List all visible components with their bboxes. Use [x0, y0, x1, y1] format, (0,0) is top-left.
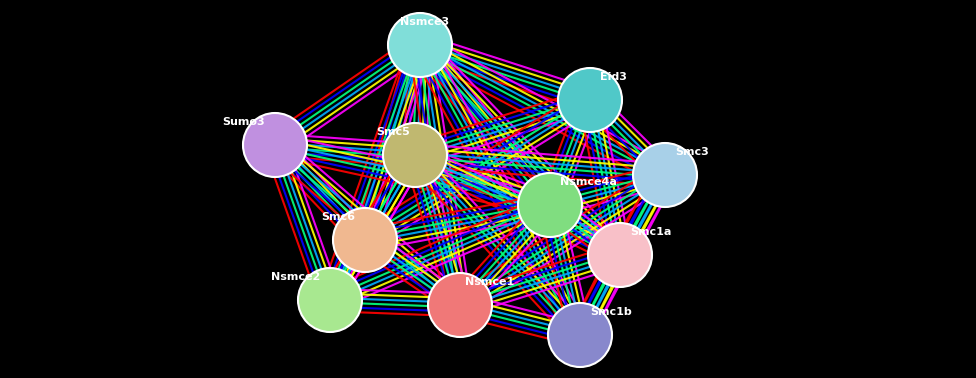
Text: Nsmce4a: Nsmce4a	[560, 177, 617, 187]
Circle shape	[428, 273, 492, 337]
Text: Smc1b: Smc1b	[590, 307, 631, 317]
Circle shape	[298, 268, 362, 332]
Text: Sumo3: Sumo3	[223, 117, 265, 127]
Circle shape	[388, 13, 452, 77]
Circle shape	[333, 208, 397, 272]
Circle shape	[383, 123, 447, 187]
Circle shape	[518, 173, 582, 237]
Circle shape	[548, 303, 612, 367]
Circle shape	[633, 143, 697, 207]
Text: Eid3: Eid3	[600, 72, 627, 82]
Text: Nsmce2: Nsmce2	[270, 272, 320, 282]
Circle shape	[558, 68, 622, 132]
Text: Smc3: Smc3	[675, 147, 709, 157]
Text: Smc6: Smc6	[321, 212, 355, 222]
Text: Nsmce3: Nsmce3	[400, 17, 450, 27]
Text: Smc5: Smc5	[377, 127, 410, 137]
Text: Smc1a: Smc1a	[630, 227, 671, 237]
Circle shape	[243, 113, 307, 177]
Circle shape	[588, 223, 652, 287]
Text: Nsmce1: Nsmce1	[465, 277, 514, 287]
